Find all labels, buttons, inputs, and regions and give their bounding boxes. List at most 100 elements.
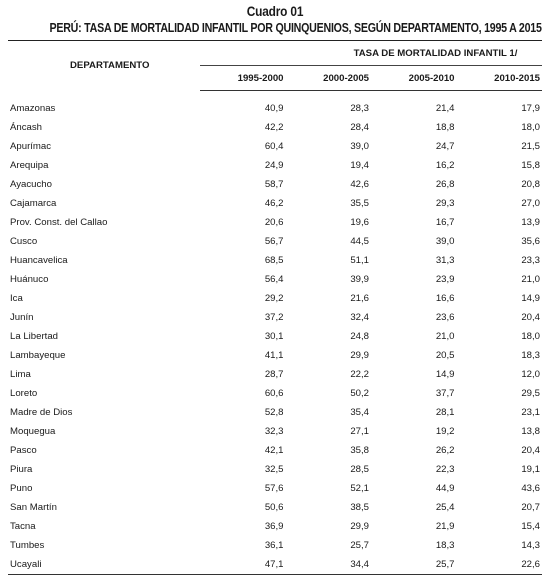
- department-name: Loreto: [10, 388, 38, 399]
- rate-value: 16,6: [435, 293, 455, 304]
- table-title: PERÚ: TASA DE MORTALIDAD INFANTIL POR QU…: [49, 20, 542, 35]
- table-row: Tacna 36,9 29,9 21,9 15,4: [8, 517, 542, 536]
- rate-value: 44,9: [435, 483, 455, 494]
- department-name: Áncash: [10, 122, 42, 133]
- rate-value: 52,8: [264, 407, 284, 418]
- department-name: Apurímac: [10, 141, 52, 152]
- rate-value: 32,5: [264, 464, 284, 475]
- rate-value: 20,8: [521, 179, 540, 190]
- rate-value: 29,9: [350, 350, 369, 361]
- rate-value: 22,6: [456, 555, 542, 575]
- rate-value: 46,2: [264, 198, 284, 209]
- rate-value: 32,3: [264, 426, 284, 437]
- rate-value: 19,1: [521, 464, 540, 475]
- department-name: Amazonas: [10, 102, 56, 114]
- header-period: 2005-2010: [371, 65, 457, 91]
- department-name: Tacna: [10, 521, 36, 532]
- table-row: Pasco 42,1 35,8 26,2 20,4: [8, 441, 542, 460]
- rate-value: 30,1: [264, 331, 284, 342]
- department-name: Junín: [10, 312, 34, 323]
- header-departamento: DEPARTAMENTO: [8, 40, 200, 91]
- department-name: Arequipa: [10, 160, 49, 171]
- table-number: Cuadro 01: [246, 4, 304, 19]
- rate-value: 23,9: [435, 274, 455, 285]
- rate-value: 39,0: [435, 236, 455, 247]
- department-name: Cajamarca: [10, 198, 57, 209]
- rate-value: 19,2: [435, 426, 455, 437]
- header-period: 2000-2005: [285, 65, 371, 91]
- rate-value: 40,9: [264, 103, 284, 114]
- rate-value: 16,7: [435, 217, 455, 228]
- rate-value: 52,1: [350, 483, 369, 494]
- table-row: Apurímac 60,4 39,0 24,7 21,5: [8, 137, 542, 156]
- rate-value: 26,2: [435, 445, 455, 456]
- table-row: Tumbes 36,1 25,7 18,3 14,3: [8, 536, 542, 555]
- rate-value: 13,8: [521, 426, 540, 437]
- rate-value: 29,5: [521, 388, 540, 399]
- department-name: Huancavelica: [10, 255, 68, 266]
- rate-value: 36,9: [264, 521, 284, 532]
- department-name: Piura: [10, 464, 33, 475]
- department-name: La Libertad: [10, 331, 59, 342]
- rate-value: 38,5: [350, 502, 369, 513]
- rate-value: 25,7: [371, 555, 457, 575]
- table-row: Cajamarca 46,2 35,5 29,3 27,0: [8, 194, 542, 213]
- mortality-table: DEPARTAMENTO TASA DE MORTALIDAD INFANTIL…: [8, 40, 542, 575]
- rate-value: 21,9: [435, 521, 455, 532]
- table-row: Lima 28,7 22,2 14,9 12,0: [8, 365, 542, 384]
- department-name: San Martín: [10, 502, 57, 513]
- rate-value: 12,0: [521, 369, 540, 380]
- rate-value: 24,7: [435, 141, 455, 152]
- department-name: Cusco: [10, 236, 38, 247]
- rate-value: 18,8: [435, 122, 455, 133]
- rate-value: 13,9: [521, 217, 540, 228]
- department-name: Puno: [10, 483, 33, 494]
- rate-value: 50,2: [350, 388, 369, 399]
- table-row: Huancavelica 68,5 51,1 31,3 23,3: [8, 251, 542, 270]
- rate-value: 28,4: [350, 122, 369, 133]
- table-row: Lambayeque 41,1 29,9 20,5 18,3: [8, 346, 542, 365]
- rate-value: 36,1: [264, 540, 284, 551]
- rate-value: 39,0: [350, 141, 369, 152]
- header-period: 1995-2000: [200, 65, 286, 91]
- department-name: Lambayeque: [10, 350, 66, 361]
- rate-value: 16,2: [435, 160, 455, 171]
- rate-value: 23,3: [521, 255, 540, 266]
- rate-value: 37,7: [435, 388, 455, 399]
- rate-value: 14,9: [521, 293, 540, 304]
- table-row: Puno 57,6 52,1 44,9 43,6: [8, 479, 542, 498]
- rate-value: 29,9: [350, 521, 369, 532]
- rate-value: 18,3: [435, 540, 455, 551]
- rate-value: 44,5: [350, 236, 369, 247]
- rate-value: 21,0: [521, 274, 540, 285]
- rate-value: 18,0: [521, 122, 540, 133]
- rate-value: 19,6: [350, 217, 369, 228]
- rate-value: 37,2: [264, 312, 284, 323]
- rate-value: 31,3: [435, 255, 455, 266]
- department-name: Pasco: [10, 445, 37, 456]
- table-row: Ayacucho 58,7 42,6 26,8 20,8: [8, 175, 542, 194]
- table-row: Junín 37,2 32,4 23,6 20,4: [8, 308, 542, 327]
- department-name: Huánuco: [10, 274, 49, 285]
- rate-value: 27,0: [521, 198, 540, 209]
- rate-value: 23,6: [435, 312, 455, 323]
- rate-value: 20,5: [435, 350, 455, 361]
- rate-value: 50,6: [264, 502, 284, 513]
- rate-value: 22,3: [435, 464, 455, 475]
- rate-value: 60,4: [264, 141, 284, 152]
- header-period: 2010-2015: [456, 65, 542, 91]
- rate-value: 43,6: [521, 483, 540, 494]
- rate-value: 35,6: [521, 236, 540, 247]
- department-name: Moquegua: [10, 426, 56, 437]
- table-row: Cusco 56,7 44,5 39,0 35,6: [8, 232, 542, 251]
- rate-value: 28,1: [435, 407, 455, 418]
- rate-value: 28,3: [350, 103, 369, 114]
- rate-value: 42,6: [350, 179, 369, 190]
- rate-value: 56,7: [264, 236, 284, 247]
- rate-value: 20,4: [521, 445, 540, 456]
- rate-value: 15,4: [521, 521, 540, 532]
- rate-value: 60,6: [264, 388, 284, 399]
- rate-value: 25,4: [435, 502, 455, 513]
- table-row: Ucayali 47,1 34,4 25,7 22,6: [8, 555, 542, 575]
- department-name: Ayacucho: [10, 179, 52, 190]
